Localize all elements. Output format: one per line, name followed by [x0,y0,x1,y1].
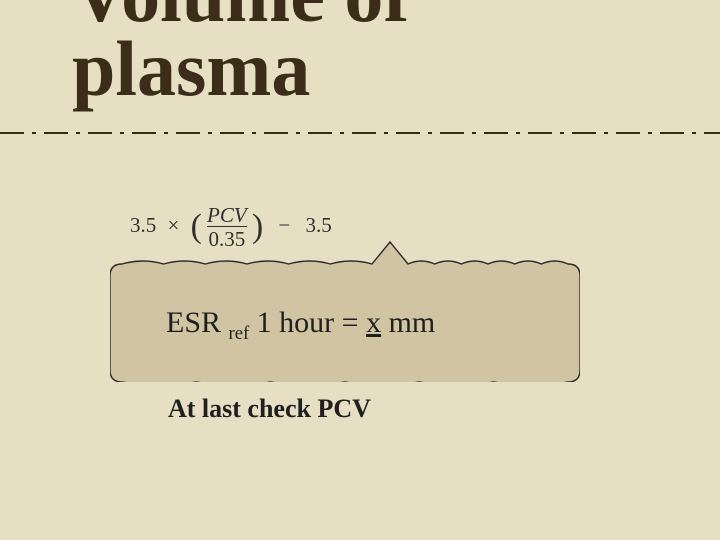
slide-title: Volume of plasma [72,0,409,106]
esr-label-prefix: ESR [166,306,229,339]
formula-rhs: 3.5 [305,213,331,237]
title-line2: plasma [72,25,310,112]
formula-coef: 3.5 [130,213,156,237]
callout-text: ESR ref 1 hour = x mm [166,306,435,345]
formula-numerator: PCV [207,204,247,226]
footer-note: At last check PCV [168,394,371,424]
esr-label-middle: 1 hour = [249,306,366,339]
times-icon: × [168,213,180,237]
divider-pattern [0,132,720,134]
title-divider [0,132,720,134]
esr-value-x: x [366,306,381,339]
minus-icon: − [278,213,290,237]
esr-label-suffix: mm [381,306,435,339]
esr-label-sub: ref [229,323,250,344]
slide: Volume of plasma 3.5 × ( PCV 0.35 ) − 3.… [0,0,720,540]
esr-callout: ESR ref 1 hour = x mm [110,264,580,382]
